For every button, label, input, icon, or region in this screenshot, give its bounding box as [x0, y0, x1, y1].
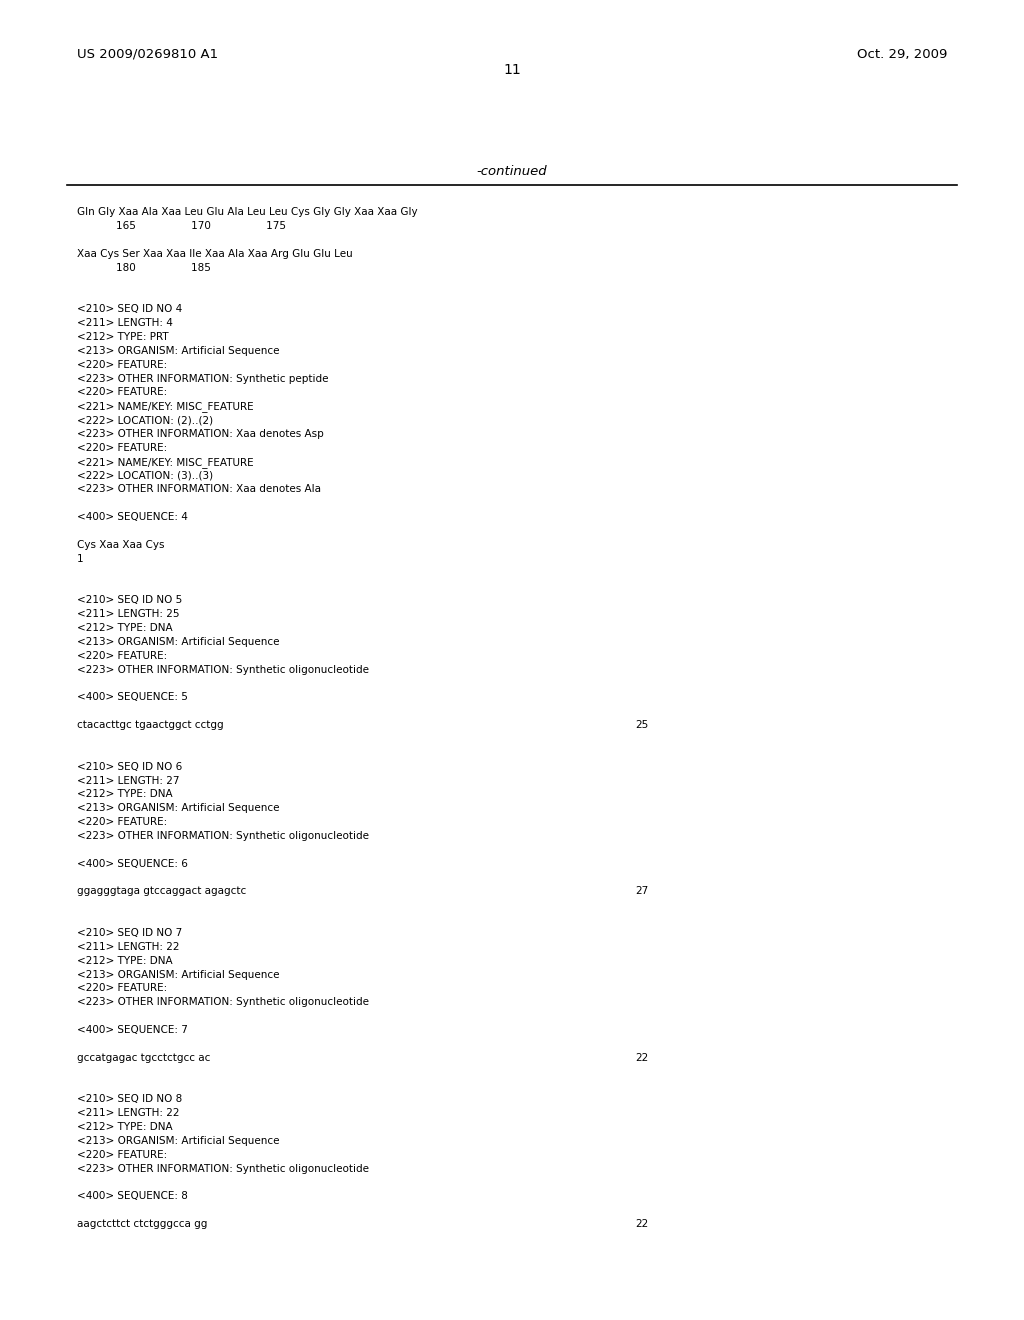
Text: Gln Gly Xaa Ala Xaa Leu Glu Ala Leu Leu Cys Gly Gly Xaa Xaa Gly: Gln Gly Xaa Ala Xaa Leu Glu Ala Leu Leu …: [77, 207, 418, 218]
Text: <210> SEQ ID NO 8: <210> SEQ ID NO 8: [77, 1094, 182, 1105]
Text: <213> ORGANISM: Artificial Sequence: <213> ORGANISM: Artificial Sequence: [77, 969, 280, 979]
Text: <223> OTHER INFORMATION: Synthetic oligonucleotide: <223> OTHER INFORMATION: Synthetic oligo…: [77, 832, 369, 841]
Text: <400> SEQUENCE: 7: <400> SEQUENCE: 7: [77, 1026, 187, 1035]
Text: 180                 185: 180 185: [77, 263, 211, 273]
Text: <223> OTHER INFORMATION: Synthetic oligonucleotide: <223> OTHER INFORMATION: Synthetic oligo…: [77, 665, 369, 675]
Text: <221> NAME/KEY: MISC_FEATURE: <221> NAME/KEY: MISC_FEATURE: [77, 457, 253, 467]
Text: <400> SEQUENCE: 5: <400> SEQUENCE: 5: [77, 693, 187, 702]
Text: ggagggtaga gtccaggact agagctc: ggagggtaga gtccaggact agagctc: [77, 887, 246, 896]
Text: <212> TYPE: DNA: <212> TYPE: DNA: [77, 956, 172, 966]
Text: gccatgagac tgcctctgcc ac: gccatgagac tgcctctgcc ac: [77, 1053, 210, 1063]
Text: US 2009/0269810 A1: US 2009/0269810 A1: [77, 48, 218, 61]
Text: <210> SEQ ID NO 5: <210> SEQ ID NO 5: [77, 595, 182, 606]
Text: 165                 170                 175: 165 170 175: [77, 220, 286, 231]
Text: <213> ORGANISM: Artificial Sequence: <213> ORGANISM: Artificial Sequence: [77, 1135, 280, 1146]
Text: <210> SEQ ID NO 4: <210> SEQ ID NO 4: [77, 305, 182, 314]
Text: <400> SEQUENCE: 8: <400> SEQUENCE: 8: [77, 1192, 187, 1201]
Text: <211> LENGTH: 27: <211> LENGTH: 27: [77, 776, 179, 785]
Text: <213> ORGANISM: Artificial Sequence: <213> ORGANISM: Artificial Sequence: [77, 803, 280, 813]
Text: <211> LENGTH: 4: <211> LENGTH: 4: [77, 318, 173, 329]
Text: <223> OTHER INFORMATION: Xaa denotes Asp: <223> OTHER INFORMATION: Xaa denotes Asp: [77, 429, 324, 440]
Text: <210> SEQ ID NO 6: <210> SEQ ID NO 6: [77, 762, 182, 772]
Text: <213> ORGANISM: Artificial Sequence: <213> ORGANISM: Artificial Sequence: [77, 638, 280, 647]
Text: 22: 22: [635, 1220, 648, 1229]
Text: <220> FEATURE:: <220> FEATURE:: [77, 651, 167, 661]
Text: <222> LOCATION: (3)..(3): <222> LOCATION: (3)..(3): [77, 471, 213, 480]
Text: <212> TYPE: DNA: <212> TYPE: DNA: [77, 789, 172, 800]
Text: Xaa Cys Ser Xaa Xaa Ile Xaa Ala Xaa Arg Glu Glu Leu: Xaa Cys Ser Xaa Xaa Ile Xaa Ala Xaa Arg …: [77, 248, 352, 259]
Text: 27: 27: [635, 887, 648, 896]
Text: Oct. 29, 2009: Oct. 29, 2009: [857, 48, 947, 61]
Text: <221> NAME/KEY: MISC_FEATURE: <221> NAME/KEY: MISC_FEATURE: [77, 401, 253, 412]
Text: ctacacttgc tgaactggct cctgg: ctacacttgc tgaactggct cctgg: [77, 721, 223, 730]
Text: 22: 22: [635, 1053, 648, 1063]
Text: <222> LOCATION: (2)..(2): <222> LOCATION: (2)..(2): [77, 414, 213, 425]
Text: <213> ORGANISM: Artificial Sequence: <213> ORGANISM: Artificial Sequence: [77, 346, 280, 356]
Text: <400> SEQUENCE: 4: <400> SEQUENCE: 4: [77, 512, 187, 523]
Text: <212> TYPE: DNA: <212> TYPE: DNA: [77, 1122, 172, 1133]
Text: -continued: -continued: [477, 165, 547, 178]
Text: <212> TYPE: DNA: <212> TYPE: DNA: [77, 623, 172, 634]
Text: <211> LENGTH: 22: <211> LENGTH: 22: [77, 1109, 179, 1118]
Text: <223> OTHER INFORMATION: Synthetic oligonucleotide: <223> OTHER INFORMATION: Synthetic oligo…: [77, 998, 369, 1007]
Text: <210> SEQ ID NO 7: <210> SEQ ID NO 7: [77, 928, 182, 939]
Text: 1: 1: [77, 554, 83, 564]
Text: <220> FEATURE:: <220> FEATURE:: [77, 983, 167, 994]
Text: Cys Xaa Xaa Cys: Cys Xaa Xaa Cys: [77, 540, 164, 550]
Text: <211> LENGTH: 22: <211> LENGTH: 22: [77, 942, 179, 952]
Text: <223> OTHER INFORMATION: Synthetic oligonucleotide: <223> OTHER INFORMATION: Synthetic oligo…: [77, 1164, 369, 1173]
Text: <220> FEATURE:: <220> FEATURE:: [77, 388, 167, 397]
Text: aagctcttct ctctgggcca gg: aagctcttct ctctgggcca gg: [77, 1220, 207, 1229]
Text: 25: 25: [635, 721, 648, 730]
Text: <212> TYPE: PRT: <212> TYPE: PRT: [77, 333, 168, 342]
Text: <220> FEATURE:: <220> FEATURE:: [77, 444, 167, 453]
Text: <223> OTHER INFORMATION: Xaa denotes Ala: <223> OTHER INFORMATION: Xaa denotes Ala: [77, 484, 321, 495]
Text: <220> FEATURE:: <220> FEATURE:: [77, 1150, 167, 1160]
Text: <211> LENGTH: 25: <211> LENGTH: 25: [77, 610, 179, 619]
Text: <220> FEATURE:: <220> FEATURE:: [77, 817, 167, 828]
Text: <223> OTHER INFORMATION: Synthetic peptide: <223> OTHER INFORMATION: Synthetic pepti…: [77, 374, 329, 384]
Text: <220> FEATURE:: <220> FEATURE:: [77, 360, 167, 370]
Text: <400> SEQUENCE: 6: <400> SEQUENCE: 6: [77, 859, 187, 869]
Text: 11: 11: [503, 63, 521, 78]
